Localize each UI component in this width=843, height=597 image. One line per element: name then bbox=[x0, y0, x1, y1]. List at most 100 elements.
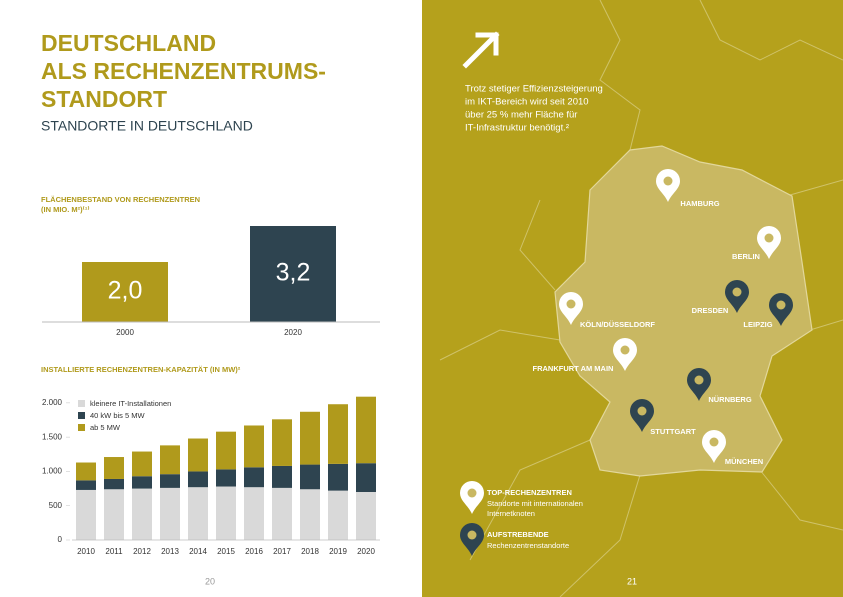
border bbox=[699, 0, 843, 61]
bar-segment bbox=[188, 438, 208, 472]
city-label: MÜNCHEN bbox=[725, 457, 763, 466]
bar-segment bbox=[216, 469, 236, 487]
legend-swatch bbox=[78, 424, 85, 431]
value-label: 3,2 bbox=[276, 259, 311, 287]
city-pin-hole bbox=[776, 300, 786, 310]
city-label: DRESDEN bbox=[692, 306, 729, 315]
x-tick-label: 2020 bbox=[357, 547, 375, 556]
city-pin-hole bbox=[637, 406, 647, 416]
city-label: STUTTGART bbox=[650, 427, 696, 436]
x-tick-label: 2015 bbox=[217, 547, 235, 556]
bar-segment bbox=[216, 486, 236, 540]
page-title: ALS RECHENZENTRUMS- bbox=[41, 58, 326, 84]
bar-segment bbox=[188, 471, 208, 488]
legend-swatch bbox=[78, 400, 85, 407]
bar-segment bbox=[104, 457, 124, 479]
x-tick-label: 2018 bbox=[301, 547, 319, 556]
legend-text: Rechenzentrenstandorte bbox=[487, 541, 569, 550]
city-label: NÜRNBERG bbox=[708, 395, 752, 404]
x-tick-label: 2013 bbox=[161, 547, 179, 556]
page-number: 20 bbox=[205, 576, 215, 586]
bar-segment bbox=[160, 487, 180, 540]
city-pin-hole bbox=[732, 287, 742, 297]
legend-pin-hole bbox=[467, 530, 477, 540]
city-pin-hole bbox=[566, 299, 576, 309]
chart-title: FLÄCHENBESTAND VON RECHENZENTREN bbox=[41, 195, 200, 204]
chart-title: INSTALLIERTE RECHENZENTREN-KAPAZITÄT (IN… bbox=[41, 365, 241, 374]
x-tick-label: 2010 bbox=[77, 547, 95, 556]
bar-segment bbox=[300, 489, 320, 540]
y-tick-label: 0 bbox=[58, 535, 63, 544]
border bbox=[809, 319, 843, 331]
border bbox=[519, 199, 556, 291]
neighbor-borders bbox=[439, 0, 843, 597]
border bbox=[789, 179, 843, 196]
border bbox=[439, 329, 561, 361]
legend-swatch bbox=[78, 412, 85, 419]
bar-segment bbox=[244, 425, 264, 468]
city-pin-hole bbox=[709, 437, 719, 447]
city-pin-hole bbox=[663, 176, 673, 186]
bar-segment bbox=[328, 490, 348, 540]
bar-segment bbox=[300, 411, 320, 465]
legend-label: kleinere IT-Installationen bbox=[90, 399, 171, 408]
x-tick-label: 2012 bbox=[133, 547, 151, 556]
city-pin-hole bbox=[694, 375, 704, 385]
bar-segment bbox=[188, 487, 208, 540]
page-title: STANDORT bbox=[41, 86, 167, 112]
y-tick-label: 1.000 bbox=[42, 467, 63, 476]
bar-segment bbox=[328, 404, 348, 464]
x-tick-label: 2020 bbox=[284, 328, 302, 337]
city-pin-hole bbox=[620, 345, 630, 355]
border bbox=[759, 469, 843, 531]
bar-segment bbox=[272, 465, 292, 488]
bar-segment bbox=[132, 476, 152, 489]
bar-segment bbox=[104, 489, 124, 540]
page-title: DEUTSCHLAND bbox=[41, 30, 216, 56]
legend-pin-hole bbox=[467, 488, 477, 498]
legend-title: AUFSTREBENDE bbox=[487, 530, 549, 539]
x-tick-label: 2016 bbox=[245, 547, 263, 556]
x-tick-label: 2014 bbox=[189, 547, 207, 556]
bar-segment bbox=[356, 396, 376, 464]
bar-segment bbox=[76, 480, 96, 490]
bar-segment bbox=[104, 478, 124, 490]
left-page bbox=[0, 0, 422, 597]
border bbox=[469, 439, 591, 561]
bar-segment bbox=[356, 492, 376, 540]
bar-segment bbox=[160, 445, 180, 475]
info-text: im IKT-Bereich wird seit 2010 bbox=[465, 97, 589, 108]
info-text: Trotz stetiger Effizienzsteigerung bbox=[465, 84, 603, 95]
city-pin-hole bbox=[764, 233, 774, 243]
bar-segment bbox=[76, 462, 96, 481]
legend-label: ab 5 MW bbox=[90, 423, 121, 432]
bar-segment bbox=[216, 431, 236, 470]
arrow-icon bbox=[462, 31, 500, 69]
bar-segment bbox=[272, 487, 292, 540]
bar-segment bbox=[300, 464, 320, 490]
germany-map bbox=[554, 145, 813, 477]
x-tick-label: 2000 bbox=[116, 328, 134, 337]
legend-label: 40 kW bis 5 MW bbox=[90, 411, 146, 420]
page-subtitle: STANDORTE IN DEUTSCHLAND bbox=[41, 118, 253, 134]
bar-segment bbox=[132, 488, 152, 540]
legend-text: Standorte mit internationalen bbox=[487, 499, 583, 508]
bar-segment bbox=[244, 487, 264, 540]
chart-subtitle: (IN MIO. M²)⁽¹⁾ bbox=[41, 205, 89, 214]
x-tick-label: 2019 bbox=[329, 547, 347, 556]
city-label: HAMBURG bbox=[680, 199, 719, 208]
legend-title: TOP-RECHENZENTREN bbox=[487, 488, 572, 497]
bar-segment bbox=[132, 451, 152, 477]
y-tick-label: 2.000 bbox=[42, 398, 63, 407]
bar bbox=[250, 226, 336, 322]
legend-text: Internetknoten bbox=[487, 509, 535, 518]
bar bbox=[82, 262, 168, 322]
bar-segment bbox=[76, 489, 96, 540]
city-label: LEIPZIG bbox=[743, 320, 772, 329]
bar-segment bbox=[356, 463, 376, 492]
info-text: IT-Infrastruktur benötigt.² bbox=[465, 123, 569, 134]
bar-segment bbox=[244, 467, 264, 488]
border bbox=[599, 0, 641, 151]
x-tick-label: 2011 bbox=[105, 547, 123, 556]
